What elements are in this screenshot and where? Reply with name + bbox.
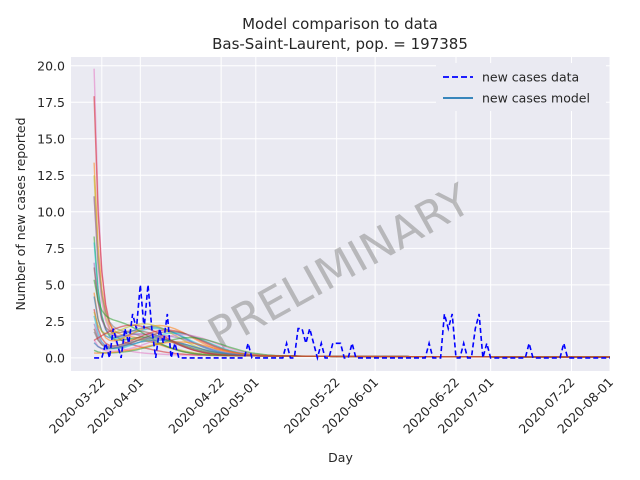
legend-label-data: new cases data [482,70,579,85]
y-axis-label: Number of new cases reported [13,117,28,310]
y-tick-label: 5.0 [45,277,65,292]
y-axis-ticks: 0.0 2.5 5.0 7.5 10.0 12.5 15.0 17.5 20.0 [37,58,65,365]
gridlines [71,57,611,371]
model-trajectories [93,68,610,358]
x-axis-label: Day [328,450,353,465]
title: Model comparison to data Bas-Saint-Laure… [212,15,468,53]
y-tick-label: 2.5 [45,314,65,329]
y-tick-label: 10.0 [37,204,65,219]
legend-box [436,63,606,111]
y-tick-label: 20.0 [37,58,65,73]
legend: new cases data new cases model [436,63,606,111]
y-tick-label: 12.5 [37,168,65,183]
y-tick-label: 0.0 [45,350,65,365]
chart-title-line1: Model comparison to data [242,15,438,33]
chart-title-line2: Bas-Saint-Laurent, pop. = 197385 [212,35,468,53]
data-series-line [94,284,610,362]
y-tick-label: 15.0 [37,131,65,146]
legend-label-model: new cases model [482,91,590,106]
y-tick-label: 17.5 [37,95,65,110]
y-tick-label: 7.5 [45,241,65,256]
model-trajectory-line [93,324,610,358]
data-series [94,284,610,362]
